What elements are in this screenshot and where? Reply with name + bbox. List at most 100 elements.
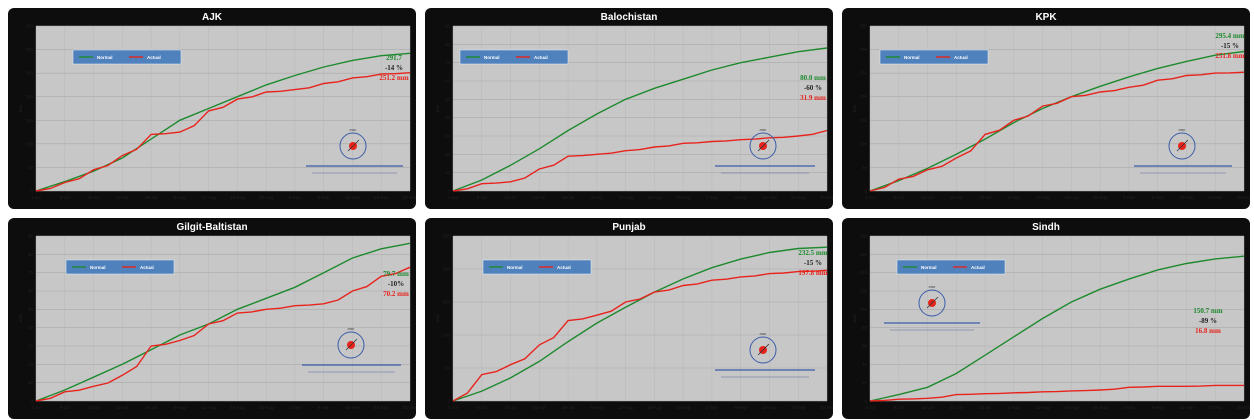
y-tick-label: 200	[859, 94, 867, 99]
series-line-actual	[452, 129, 828, 192]
chart-title: Sindh	[1032, 222, 1060, 233]
legend-box	[459, 49, 569, 65]
series-line-actual	[35, 266, 411, 402]
y-tick-label: 180	[859, 234, 867, 239]
y-tick-label: 20	[445, 152, 451, 157]
legend-box	[879, 49, 989, 65]
legend-box	[896, 259, 1006, 275]
y-tick-label: 0	[30, 189, 33, 194]
y-tick-label: 80	[28, 252, 34, 257]
annotation-percent: -14 %	[385, 64, 403, 72]
y-tick-label: 50	[28, 165, 34, 170]
pmd-logo: PMD	[1168, 128, 1196, 160]
y-tick-label: 300	[25, 47, 33, 52]
x-tick-label: 22-Jul	[950, 195, 962, 200]
chart-title: Punjab	[612, 222, 645, 233]
x-tick-label: 23-Sep	[374, 405, 389, 410]
logo-label: PMD	[350, 128, 358, 132]
y-tick-label: 70	[28, 270, 34, 275]
x-tick-label: 8-Jul	[477, 195, 487, 200]
y-tick-label: 300	[859, 47, 867, 52]
legend-box	[72, 49, 182, 65]
x-tick-label: 26-Aug	[259, 405, 274, 410]
y-tick-label: 50	[862, 165, 868, 170]
annotation-actual: 197.8 mm	[798, 269, 827, 277]
x-tick-label: 1-Jul	[865, 195, 875, 200]
y-tick-label: 100	[25, 141, 33, 146]
chart-panel-balochistan: Balochistan 0 10 20 30 40 50 60 70 80 90 1-Jul 8-Jul…	[425, 8, 833, 209]
annotation-normal: 79.7 mm	[383, 270, 409, 278]
y-tick-label: 60	[28, 289, 34, 294]
logo-needle	[347, 139, 360, 152]
x-tick-label: 8-Jul	[894, 195, 904, 200]
y-tick-label: 200	[442, 267, 450, 272]
x-tick-label: 5-Aug	[1008, 195, 1021, 200]
x-tick-label: 26-Aug	[1093, 195, 1108, 200]
y-tick-label: 350	[859, 24, 867, 29]
x-tick-label: 30-Sep	[1237, 195, 1250, 200]
logo-needle	[757, 343, 770, 356]
x-tick-label: 5-Aug	[591, 405, 604, 410]
logo-needle	[345, 338, 358, 351]
pmd-logo: PMD	[339, 128, 367, 160]
y-tick-label: 50	[445, 366, 451, 371]
legend: Normal Actual	[482, 259, 592, 275]
x-tick-label: 16-Sep	[345, 195, 360, 200]
y-axis-label: mm	[18, 315, 23, 323]
x-tick-label: 23-Sep	[791, 405, 806, 410]
y-tick-label: 0	[447, 399, 450, 404]
x-tick-label: 30-Sep	[820, 195, 833, 200]
x-tick-label: 29-Jul	[979, 405, 991, 410]
chart-title: KPK	[1035, 12, 1057, 23]
annotation-percent: -15 %	[804, 259, 822, 267]
x-tick-label: 5-Aug	[1008, 405, 1021, 410]
annotation-actual: 16.8 mm	[1195, 327, 1221, 335]
y-axis-label: mm	[18, 105, 23, 113]
x-tick-label: 19-Aug	[230, 405, 245, 410]
x-tick-label: 19-Aug	[1064, 195, 1079, 200]
x-tick-label: 23-Sep	[374, 195, 389, 200]
annotation-actual: 31.9 mm	[800, 94, 826, 102]
x-tick-label: 30-Sep	[403, 195, 416, 200]
x-tick-label: 26-Aug	[676, 195, 691, 200]
logo-ring	[749, 336, 777, 364]
x-tick-label: 29-Jul	[145, 405, 157, 410]
legend-label-normal: Normal	[507, 265, 523, 270]
logo-label: PMD	[929, 285, 937, 289]
x-tick-label: 12-Aug	[201, 405, 216, 410]
x-tick-label: 8-Jul	[60, 405, 70, 410]
annotation-actual: 251.2 mm	[379, 74, 408, 82]
y-tick-label: 30	[445, 134, 451, 139]
legend-box	[482, 259, 592, 275]
y-tick-label: 160	[859, 252, 867, 257]
x-tick-label: 23-Sep	[1208, 405, 1223, 410]
legend: Normal Actual	[65, 259, 175, 275]
x-tick-label: 22-Jul	[533, 195, 545, 200]
legend-label-normal: Normal	[484, 55, 500, 60]
x-tick-label: 29-Jul	[145, 195, 157, 200]
chart-svg-kpk: KPK 0 50 100 150 200 250 300 350 1-Jul 8-Jul 15-Jul…	[852, 12, 1250, 200]
y-tick-label: 100	[859, 141, 867, 146]
y-tick-label: 90	[28, 234, 34, 239]
logo-label: PMD	[348, 327, 356, 331]
x-tick-label: 16-Sep	[1179, 195, 1194, 200]
annotation-normal: 295.4 mm	[1215, 32, 1244, 40]
x-tick-label: 26-Aug	[259, 195, 274, 200]
y-tick-label: 50	[445, 97, 451, 102]
x-tick-label: 1-Jul	[31, 195, 41, 200]
x-tick-label: 22-Jul	[116, 195, 128, 200]
x-tick-label: 29-Jul	[562, 195, 574, 200]
y-tick-label: 80	[445, 42, 451, 47]
x-tick-label: 15-Jul	[921, 195, 933, 200]
x-tick-label: 16-Sep	[1179, 405, 1194, 410]
y-tick-label: 200	[25, 94, 33, 99]
x-tick-label: 22-Jul	[533, 405, 545, 410]
legend-label-normal: Normal	[904, 55, 920, 60]
x-tick-label: 19-Aug	[647, 405, 662, 410]
pmd-logo: PMD	[918, 285, 946, 317]
x-tick-label: 1-Jul	[448, 405, 458, 410]
y-axis-label: mm	[435, 105, 440, 113]
legend-label-actual: Actual	[557, 265, 571, 270]
x-tick-label: 9-Sep	[1152, 405, 1165, 410]
logo-label: PMD	[760, 128, 768, 132]
